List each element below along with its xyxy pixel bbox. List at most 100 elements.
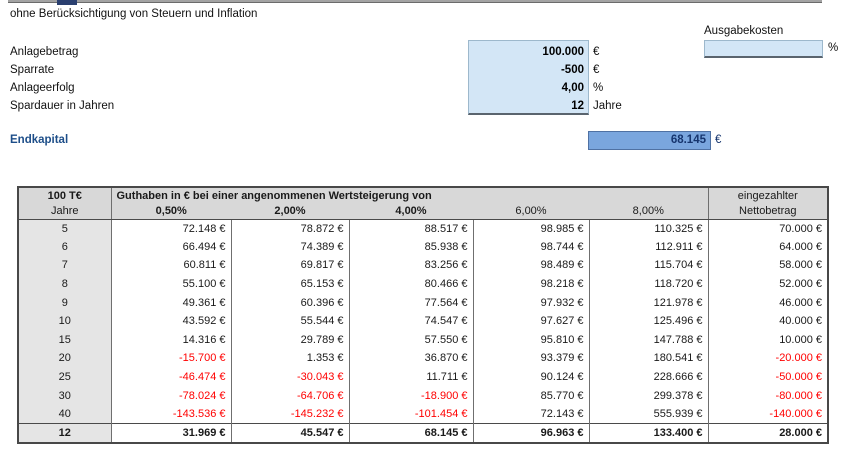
- value-cell: 80.466 €: [348, 274, 473, 294]
- value-cell: 14.316 €: [110, 330, 231, 350]
- value-cell: 97.627 €: [472, 311, 589, 331]
- table-header-row-2: Jahre 0,50% 2,00% 4,00% 6,00% 8,00% Nettobetr…: [18, 203, 829, 220]
- value-cell: -78.024 €: [110, 386, 231, 405]
- year-cell: 8: [18, 274, 111, 294]
- value-cell: 77.564 €: [348, 293, 473, 312]
- value-cell: 98.985 €: [472, 219, 589, 238]
- value-cell: 110.325 €: [588, 219, 709, 238]
- value-cell: 93.379 €: [472, 349, 589, 368]
- table-row: 20 -15.700 €1.353 €36.870 €93.379 €180.54…: [18, 349, 829, 368]
- value-cell: 299.378 €: [588, 386, 709, 405]
- value-cell: 1.353 €: [230, 349, 349, 368]
- netto-header-bottom: Nettobetrag: [707, 203, 829, 220]
- value-cell: -15.700 €: [110, 349, 231, 368]
- value-cell: 69.817 €: [230, 256, 349, 275]
- input-value-anlagebetrag[interactable]: 100.000: [542, 46, 584, 58]
- table-row: 8 55.100 €65.153 €80.466 €98.218 €118.720…: [18, 274, 829, 294]
- rate-column-header: 4,00%: [349, 203, 473, 220]
- input-unit-sparrate: €: [593, 64, 600, 76]
- rate-column-header: 8,00%: [589, 203, 709, 220]
- value-cell: 133.400 €: [588, 423, 709, 443]
- value-cell: 121.978 €: [588, 293, 709, 312]
- year-cell: 30: [18, 386, 111, 405]
- input-label-sparrate: Sparrate: [10, 64, 55, 76]
- value-cell: -143.536 €: [110, 404, 231, 424]
- value-cell: 95.810 €: [472, 330, 589, 350]
- netto-header-top: eingezahlter: [707, 187, 829, 203]
- input-field-block[interactable]: 100.000 -500 4,00 12: [468, 40, 589, 115]
- value-cell: 52.000 €: [707, 274, 829, 294]
- value-cell: 147.788 €: [588, 330, 709, 350]
- value-cell: 83.256 €: [348, 256, 473, 275]
- value-cell: 74.547 €: [348, 311, 473, 331]
- value-cell: -80.000 €: [707, 386, 829, 405]
- table-row: 6 66.494 €74.389 €85.938 €98.744 €112.911…: [18, 237, 829, 257]
- value-cell: 70.000 €: [707, 219, 829, 238]
- input-labels: Anlagebetrag Sparrate Anlageerfolg Spard…: [10, 43, 114, 115]
- value-cell: 40.000 €: [707, 311, 829, 331]
- value-cell: -20.000 €: [707, 349, 829, 368]
- rate-column-header: 6,00%: [473, 203, 589, 220]
- value-cell: 88.517 €: [348, 219, 473, 238]
- value-cell: 10.000 €: [707, 330, 829, 350]
- value-cell: -18.900 €: [348, 386, 473, 405]
- year-cell: 12: [18, 423, 111, 443]
- value-cell: 112.911 €: [588, 237, 709, 257]
- table-row: 15 14.316 €29.789 €57.550 €95.810 €147.78…: [18, 330, 829, 350]
- input-value-sparrate[interactable]: -500: [560, 64, 584, 76]
- value-cell: 98.744 €: [472, 237, 589, 257]
- value-cell: 115.704 €: [588, 256, 709, 275]
- savings-projection-table: 100 T€ Guthaben in € bei einer angenomme…: [17, 186, 830, 444]
- table-row: 10 43.592 €55.544 €74.547 €97.627 €125.49…: [18, 311, 829, 331]
- value-cell: 72.148 €: [110, 219, 231, 238]
- corner-header-bottom: Jahre: [18, 203, 111, 220]
- value-cell: 180.541 €: [588, 349, 709, 368]
- value-cell: -140.000 €: [707, 404, 829, 424]
- input-value-spardauer[interactable]: 12: [571, 100, 584, 112]
- value-cell: 28.000 €: [707, 423, 829, 443]
- input-value-anlageerfolg[interactable]: 4,00: [561, 82, 584, 94]
- window-edge-bar: [8, 0, 822, 3]
- value-cell: 60.396 €: [230, 293, 349, 312]
- table-row: 7 60.811 €69.817 €83.256 €98.489 €115.704…: [18, 256, 829, 275]
- value-cell: 125.496 €: [588, 311, 709, 331]
- endkapital-unit: €: [715, 134, 722, 146]
- year-cell: 7: [18, 256, 111, 275]
- table-row: 5 72.148 €78.872 €88.517 €98.985 €110.325…: [18, 219, 829, 238]
- value-cell: 46.000 €: [707, 293, 829, 312]
- value-cell: 97.932 €: [472, 293, 589, 312]
- value-cell: 98.489 €: [472, 256, 589, 275]
- endkapital-label: Endkapital: [10, 134, 69, 146]
- value-cell: 36.870 €: [348, 349, 473, 368]
- year-cell: 40: [18, 404, 111, 424]
- ausgabekosten-unit: %: [828, 42, 839, 54]
- value-cell: 31.969 €: [110, 423, 231, 443]
- year-cell: 5: [18, 219, 111, 238]
- rate-column-header: 2,00%: [231, 203, 349, 220]
- value-cell: 68.145 €: [348, 423, 473, 443]
- year-cell: 6: [18, 237, 111, 257]
- value-cell: 29.789 €: [230, 330, 349, 350]
- endkapital-value-field: 68.145: [588, 131, 711, 150]
- input-label-anlageerfolg: Anlageerfolg: [10, 82, 75, 94]
- value-cell: 74.389 €: [230, 237, 349, 257]
- input-unit-anlageerfolg: %: [593, 82, 604, 94]
- value-cell: 78.872 €: [230, 219, 349, 238]
- value-cell: 55.544 €: [230, 311, 349, 331]
- value-cell: 57.550 €: [348, 330, 473, 350]
- value-cell: 118.720 €: [588, 274, 709, 294]
- group-header: Guthaben in € bei einer angenommenen Wer…: [110, 187, 709, 203]
- value-cell: -50.000 €: [707, 367, 829, 387]
- year-cell: 9: [18, 293, 111, 312]
- value-cell: 85.938 €: [348, 237, 473, 257]
- corner-header-top: 100 T€: [18, 187, 111, 203]
- value-cell: -145.232 €: [230, 404, 349, 424]
- ausgabekosten-label: Ausgabekosten: [704, 25, 784, 37]
- input-label-spardauer: Spardauer in Jahren: [10, 100, 115, 112]
- value-cell: -64.706 €: [230, 386, 349, 405]
- input-unit-anlagebetrag: €: [593, 46, 600, 58]
- table-row: 9 49.361 €60.396 €77.564 €97.932 €121.978…: [18, 293, 829, 312]
- page-subtitle: ohne Berücksichtigung von Steuern und In…: [10, 8, 258, 20]
- ausgabekosten-field[interactable]: [704, 40, 823, 58]
